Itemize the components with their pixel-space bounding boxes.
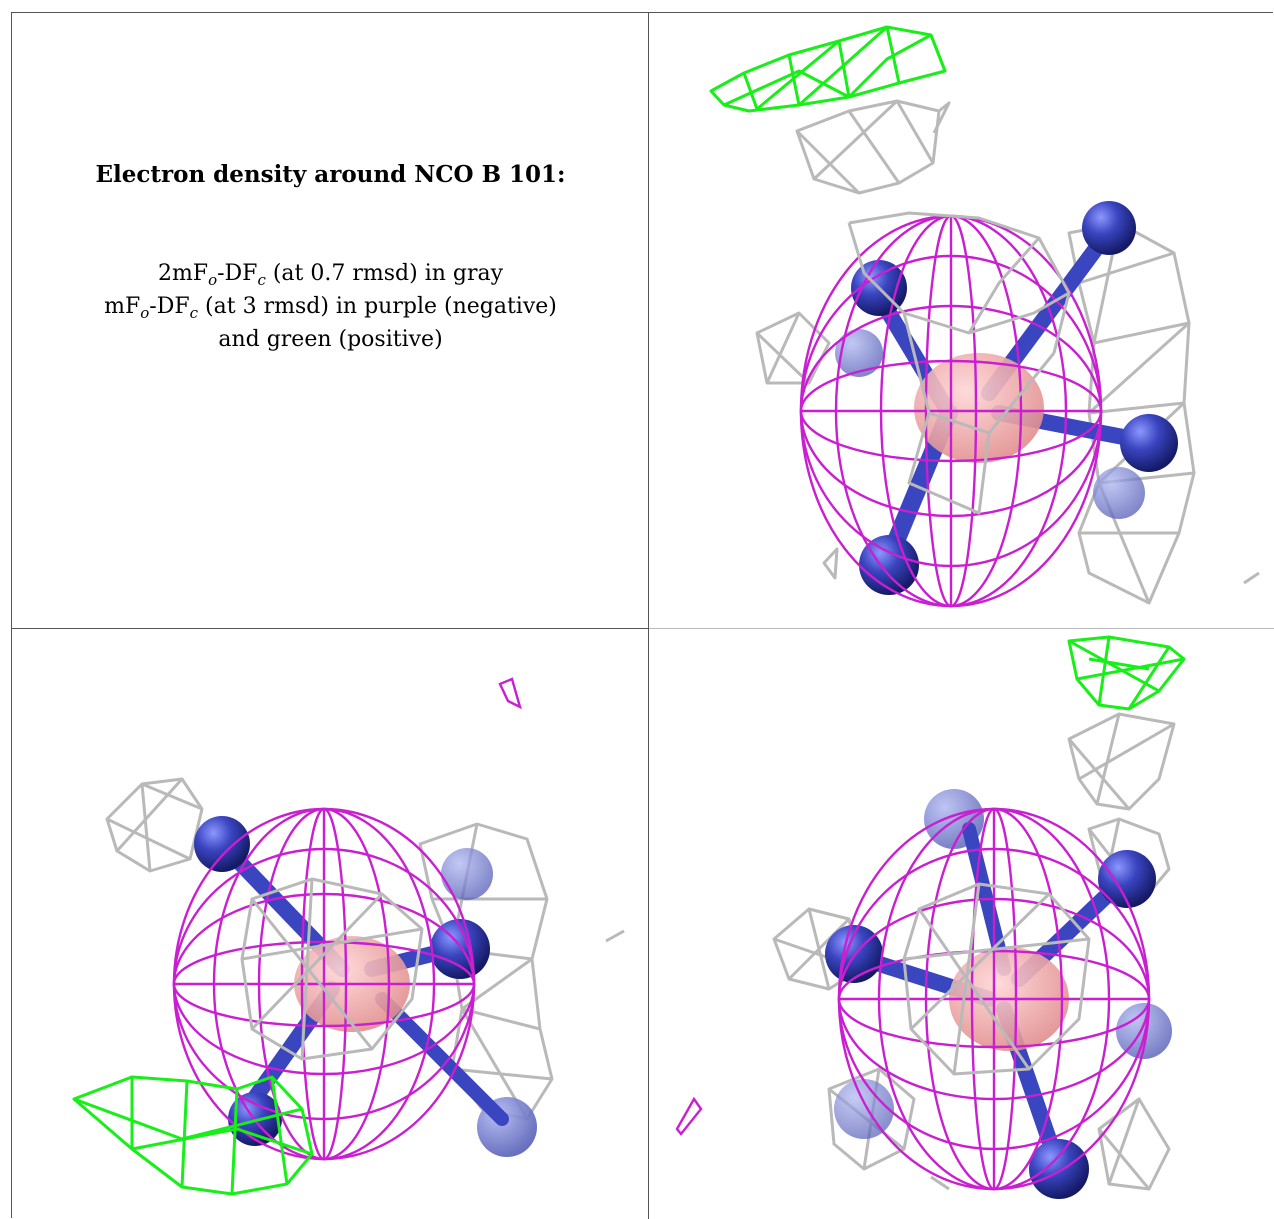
view-bottom-left (12, 629, 649, 1219)
electron-density-render (675, 635, 1186, 1199)
positive-density-mesh (72, 1075, 314, 1196)
caption-line-difference: mFo-DFc (at 3 rmsd) in purple (negative) (104, 294, 557, 322)
view-bottom-right (649, 629, 1274, 1219)
caption-title: Electron density around NCO B 101: (95, 161, 566, 188)
caption-panel: Electron density around NCO B 101: 2mFo-… (12, 13, 649, 629)
two-fo-fc-mesh-right (755, 221, 1260, 605)
view-top-right (649, 13, 1274, 629)
negative-density-mesh (172, 677, 522, 1161)
electron-density-render (709, 25, 1260, 608)
negative-density-mesh (799, 214, 1103, 608)
caption-line-gray: 2mFo-DFc (at 0.7 rmsd) in gray (157, 261, 504, 289)
caption-line-positive: and green (positive) (218, 327, 443, 352)
two-fo-fc-mesh-top (1067, 712, 1176, 811)
positive-density-mesh (1067, 635, 1186, 711)
negative-density-mesh (675, 807, 1151, 1191)
ligand (835, 201, 1178, 595)
figure-grid: Electron density around NCO B 101: 2mFo-… (11, 12, 1274, 1219)
ligand (825, 789, 1172, 1199)
two-fo-fc-mesh-center (847, 211, 1071, 515)
two-fo-fc-mesh-center (902, 882, 1091, 1076)
caption: Electron density around NCO B 101: 2mFo-… (12, 161, 648, 355)
positive-density-mesh (709, 25, 947, 113)
two-fo-fc-mesh-left-blob (105, 777, 204, 873)
two-fo-fc-mesh-top (795, 99, 951, 195)
two-fo-fc-mesh-center (240, 877, 424, 1061)
electron-density-render (72, 677, 625, 1196)
